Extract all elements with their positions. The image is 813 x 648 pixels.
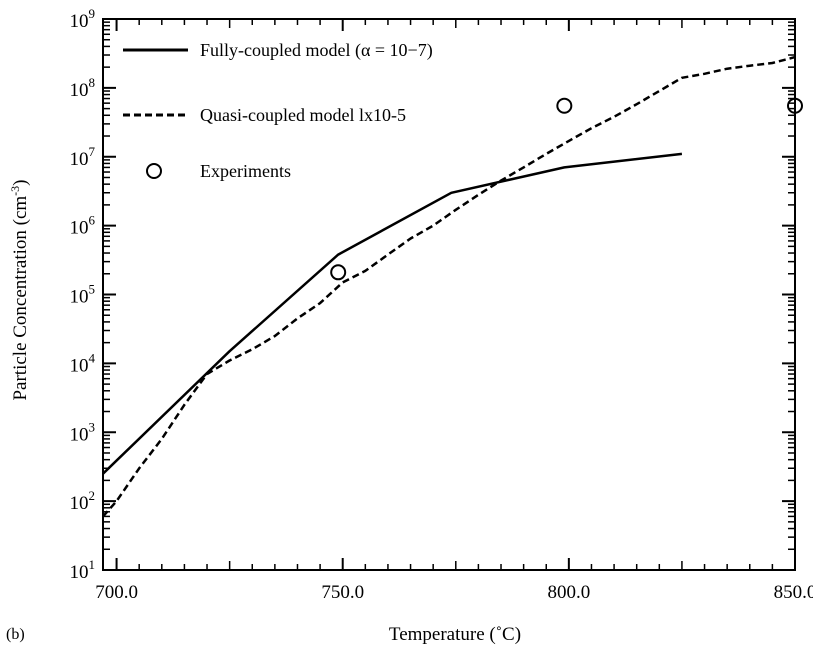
panel-label: (b) [6,626,25,643]
y-tick-label: 102 [70,488,96,514]
experiment-point [330,264,347,281]
y-tick-labels: 101 102 103 104 105 106 107 108 109 [70,6,96,583]
y-tick-label: 106 [70,213,96,239]
legend-label-quasi-coupled: Quasi-coupled model lx10-5 [200,105,406,125]
y-tick-label: 105 [70,282,96,308]
experiment-point [556,97,573,114]
legend-label-fully-coupled: Fully-coupled model (α = 10−7) [200,40,433,61]
y-tick-label: 107 [70,144,96,170]
plot-frame [102,18,796,571]
y-axis-label: Particle Concentration (cm-3) [8,179,31,400]
series-line-quasi-coupled [102,55,796,518]
series-line-fully-coupled [102,152,683,475]
x-tick-label: 750.0 [321,582,364,603]
major-ticks [103,18,796,571]
x-tick-label: 800.0 [547,582,590,603]
x-tick-label: 850.0 [774,582,813,603]
y-tick-label: 108 [70,75,96,101]
y-tick-label: 109 [70,6,96,32]
y-tick-label: 103 [70,419,96,445]
x-tick-label: 700.0 [95,582,138,603]
minor-ticks [103,19,795,570]
legend-circle-marker [146,163,162,179]
y-tick-label: 104 [70,350,96,376]
legend-label-experiments: Experiments [200,161,291,181]
x-tick-labels: 700.0 750.0 800.0 850.0 [95,582,813,603]
legend: Fully-coupled model (α = 10−7) Quasi-cou… [123,40,433,181]
x-axis-label: Temperature (˚C) [389,624,521,645]
series-layer [102,55,803,518]
y-tick-label: 101 [70,557,96,583]
